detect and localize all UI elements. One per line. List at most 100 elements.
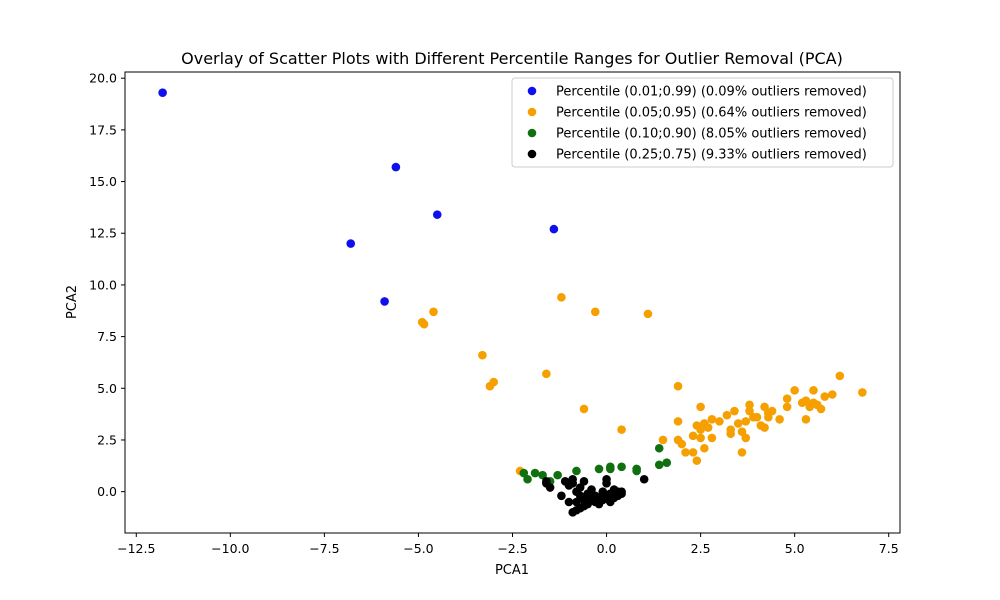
data-point (530, 468, 540, 478)
data-point (707, 415, 717, 424)
data-point (606, 462, 615, 472)
y-tick-label: 10.0 (89, 277, 117, 292)
data-point (542, 479, 551, 488)
x-tick-label: 2.5 (691, 541, 711, 556)
legend: Percentile (0.01;0.99) (0.09% outliers r… (511, 77, 894, 168)
data-point (632, 466, 641, 476)
y-tick-label: 20.0 (89, 71, 117, 86)
data-point (681, 448, 690, 457)
data-point (730, 406, 739, 416)
legend-label: Percentile (0.01;0.99) (0.09% outliers r… (556, 85, 867, 100)
data-point (579, 477, 589, 486)
x-tick-label: −12.5 (117, 541, 155, 556)
data-point (590, 307, 600, 317)
data-point (419, 319, 429, 329)
data-point (549, 224, 559, 234)
data-point (594, 464, 604, 474)
data-point (432, 210, 442, 219)
data-point (523, 474, 532, 484)
legend-marker (527, 86, 537, 96)
data-point (696, 402, 705, 412)
data-point (745, 406, 754, 416)
x-tick-label: 7.5 (879, 541, 899, 556)
data-point (673, 381, 683, 391)
data-point (782, 394, 792, 403)
legend-marker (527, 128, 537, 138)
data-point (688, 431, 698, 441)
legend-label: Percentile (0.05;0.95) (0.64% outliers r… (556, 106, 867, 121)
data-point (820, 392, 830, 401)
data-point (553, 470, 562, 480)
data-point (673, 417, 683, 426)
y-tick-label: 12.5 (89, 226, 117, 241)
legend-marker (527, 107, 537, 117)
data-point (801, 415, 811, 424)
data-point (587, 485, 596, 494)
x-tick-label: −7.5 (309, 541, 339, 556)
data-point (654, 460, 664, 470)
data-point (568, 508, 577, 517)
data-point (688, 448, 698, 457)
data-point (598, 487, 608, 496)
data-point (760, 423, 769, 432)
x-tick-label: −10.0 (211, 541, 249, 556)
data-point (391, 162, 401, 172)
y-axis: 0.0 2.5 5.0 7.5 10.0 12.5 15.0 17.5 20.0 (89, 71, 125, 499)
data-point (478, 350, 487, 360)
data-point (707, 433, 717, 443)
y-axis-label: PCA2 (65, 285, 80, 319)
data-point (654, 443, 664, 453)
data-point (767, 406, 777, 416)
data-point (745, 400, 754, 410)
data-point (158, 88, 167, 97)
data-point (575, 483, 585, 492)
data-point (775, 415, 784, 424)
data-point (602, 474, 611, 484)
legend-label: Percentile (0.10;0.90) (8.05% outliers r… (556, 127, 867, 142)
legend-box (511, 77, 894, 168)
data-point (741, 417, 751, 426)
data-point (696, 425, 705, 434)
data-point (658, 435, 668, 445)
x-tick-label: 0.0 (597, 541, 617, 556)
data-point (801, 396, 811, 405)
series-2 (417, 293, 867, 476)
y-tick-label: 0.0 (97, 484, 117, 499)
data-point (703, 423, 713, 432)
series-1 (158, 88, 559, 306)
data-point (696, 433, 705, 443)
data-point (568, 474, 577, 484)
x-axis-label: PCA1 (495, 563, 529, 578)
data-point (677, 439, 687, 449)
data-point (662, 458, 672, 468)
data-point (816, 404, 826, 414)
y-tick-label: 2.5 (97, 432, 117, 447)
data-point (617, 462, 626, 472)
data-point (639, 474, 649, 484)
data-point (557, 293, 566, 302)
x-tick-label: −5.0 (403, 541, 433, 556)
x-tick-label: −2.5 (497, 541, 527, 556)
series-4 (542, 474, 649, 517)
data-point (752, 412, 762, 422)
data-point (538, 470, 547, 480)
data-point (380, 297, 389, 306)
data-point (519, 468, 529, 478)
data-point (715, 417, 724, 426)
data-point (700, 443, 709, 453)
data-point (485, 381, 495, 391)
data-point (692, 456, 702, 465)
data-point (726, 429, 736, 439)
points-layer (158, 88, 867, 517)
data-point (564, 497, 574, 507)
legend-marker (527, 149, 537, 159)
data-point (617, 425, 626, 434)
data-point (579, 404, 589, 414)
data-point (835, 371, 845, 381)
x-axis: −12.5 −10.0 −7.5 −5.0 −2.5 0.0 2.5 5.0 7.5 (117, 533, 899, 556)
data-point (572, 466, 581, 476)
data-point (858, 388, 867, 397)
data-point (429, 307, 438, 317)
data-point (579, 501, 589, 511)
